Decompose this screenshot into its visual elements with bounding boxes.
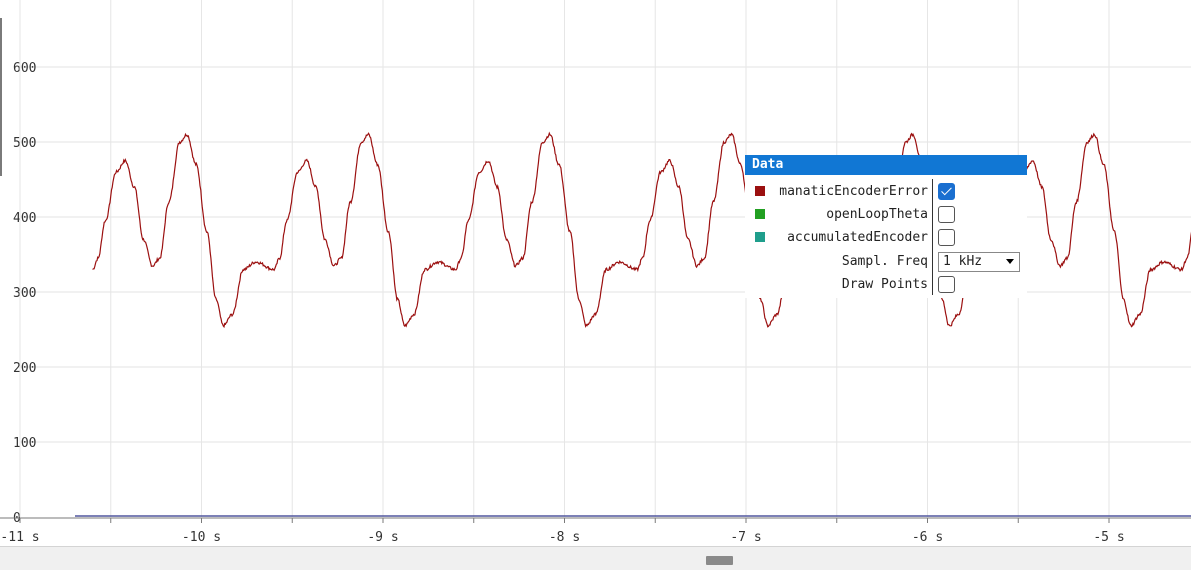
x-tick-label: -10 s <box>182 530 221 545</box>
series-visibility-checkbox[interactable] <box>938 206 955 223</box>
legend-row-openlooptheta: openLoopTheta <box>745 205 1027 227</box>
dropdown-arrow-icon <box>1006 259 1014 264</box>
sample-frequency-select[interactable]: 1 kHz <box>938 252 1020 272</box>
legend-label: accumulatedEncoder <box>787 230 928 245</box>
legend-row-sample-frequency: Sampl. Freq 1 kHz <box>745 252 1027 274</box>
legend-row-accumulatedencoder: accumulatedEncoder <box>745 228 1027 250</box>
x-tick-label: -7 s <box>730 530 761 545</box>
scrollbar-thumb[interactable] <box>706 556 733 565</box>
legend-row-draw-points: Draw Points <box>745 275 1027 297</box>
series-color-swatch <box>755 232 765 242</box>
draw-points-label: Draw Points <box>841 277 928 292</box>
x-tick-label: -6 s <box>912 530 943 545</box>
series-color-swatch <box>755 186 765 196</box>
y-tick-label: 300 <box>13 286 36 301</box>
legend-row-manaticencodererror: manaticEncoderError <box>745 182 1027 204</box>
x-tick-label: -9 s <box>367 530 398 545</box>
y-tick-label: 600 <box>13 61 36 76</box>
draw-points-checkbox[interactable] <box>938 276 955 293</box>
series-color-swatch <box>755 209 765 219</box>
y-tick-label: 400 <box>13 211 36 226</box>
series-visibility-checkbox[interactable] <box>938 229 955 246</box>
legend-divider <box>932 179 933 295</box>
y-tick-label: 200 <box>13 361 36 376</box>
y-tick-label: 500 <box>13 136 36 151</box>
data-legend-panel: Data manaticEncoderError openLoopTheta a… <box>745 155 1027 298</box>
y-tick-label: 100 <box>13 436 36 451</box>
legend-header: Data <box>745 155 1027 175</box>
series-visibility-checkbox[interactable] <box>938 183 955 200</box>
x-tick-label: -8 s <box>549 530 580 545</box>
sample-frequency-label: Sampl. Freq <box>841 254 928 269</box>
legend-label: openLoopTheta <box>826 207 928 222</box>
x-tick-label: -11 s <box>0 530 39 545</box>
left-edge-indicator <box>0 18 2 176</box>
sample-frequency-value: 1 kHz <box>943 254 983 269</box>
horizontal-scrollbar[interactable] <box>0 546 1191 570</box>
legend-label: manaticEncoderError <box>779 184 928 199</box>
x-tick-label: -5 s <box>1093 530 1124 545</box>
